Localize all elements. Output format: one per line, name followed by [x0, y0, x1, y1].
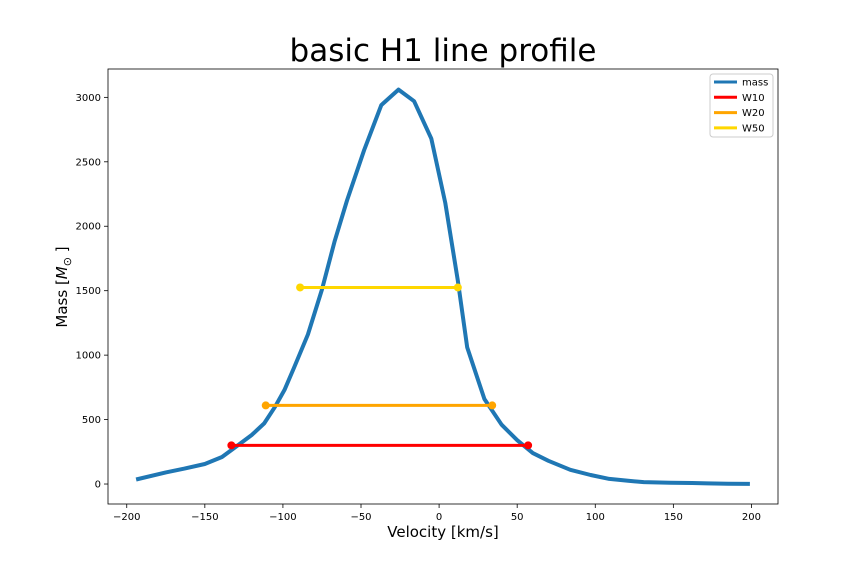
- y-axis-label-suffix: ]: [53, 246, 71, 257]
- x-tick-label: 150: [664, 512, 683, 523]
- y-tick-label: 0: [95, 480, 101, 491]
- x-axis-ticks: −200 −150 −100 −50 0 50 100 150 200: [113, 504, 761, 523]
- series-w10-endpoint: [227, 441, 236, 450]
- series-w20-endpoint: [488, 401, 497, 410]
- plot-frame: [107, 68, 779, 505]
- x-tick-label: −100: [269, 512, 296, 523]
- chart-title: basic H1 line profile: [290, 33, 597, 69]
- series-layer: [135, 87, 750, 486]
- y-tick-label: 1500: [76, 286, 101, 297]
- y-tick-label: 3000: [76, 93, 101, 104]
- series-w50-endpoint: [453, 283, 462, 292]
- legend-box: [709, 73, 774, 138]
- y-tick-label: 2500: [76, 157, 101, 168]
- legend-label-w20: W20: [742, 108, 765, 119]
- legend: mass W10 W20 W50: [709, 73, 774, 138]
- series-w20-endpoint: [261, 401, 270, 410]
- x-tick-label: 50: [511, 512, 524, 523]
- y-axis-label-subscript: ⊙: [61, 257, 74, 266]
- y-axis-label-prefix: Mass [: [53, 279, 71, 327]
- y-tick-label: 2000: [76, 222, 101, 233]
- legend-label-w10: W10: [742, 93, 765, 104]
- y-axis-ticks: 0 500 1000 1500 2000 2500 3000: [76, 93, 108, 491]
- y-axis-label-symbol: M: [53, 266, 71, 279]
- series-mass-line: [135, 87, 750, 486]
- series-w10-endpoint: [524, 441, 533, 450]
- x-axis-label: Velocity [km/s]: [387, 523, 498, 541]
- x-tick-label: 200: [742, 512, 761, 523]
- x-tick-label: 0: [436, 512, 442, 523]
- x-tick-label: 100: [586, 512, 605, 523]
- series-w50-endpoint: [296, 283, 305, 292]
- legend-label-mass: mass: [742, 78, 768, 89]
- x-tick-label: −200: [113, 512, 140, 523]
- y-tick-label: 1000: [76, 351, 101, 362]
- y-tick-label: 500: [82, 415, 101, 426]
- x-tick-label: −50: [350, 512, 371, 523]
- y-axis-label: Mass [M⊙ ]: [53, 246, 74, 327]
- x-tick-label: −150: [191, 512, 218, 523]
- legend-label-w50: W50: [742, 123, 765, 134]
